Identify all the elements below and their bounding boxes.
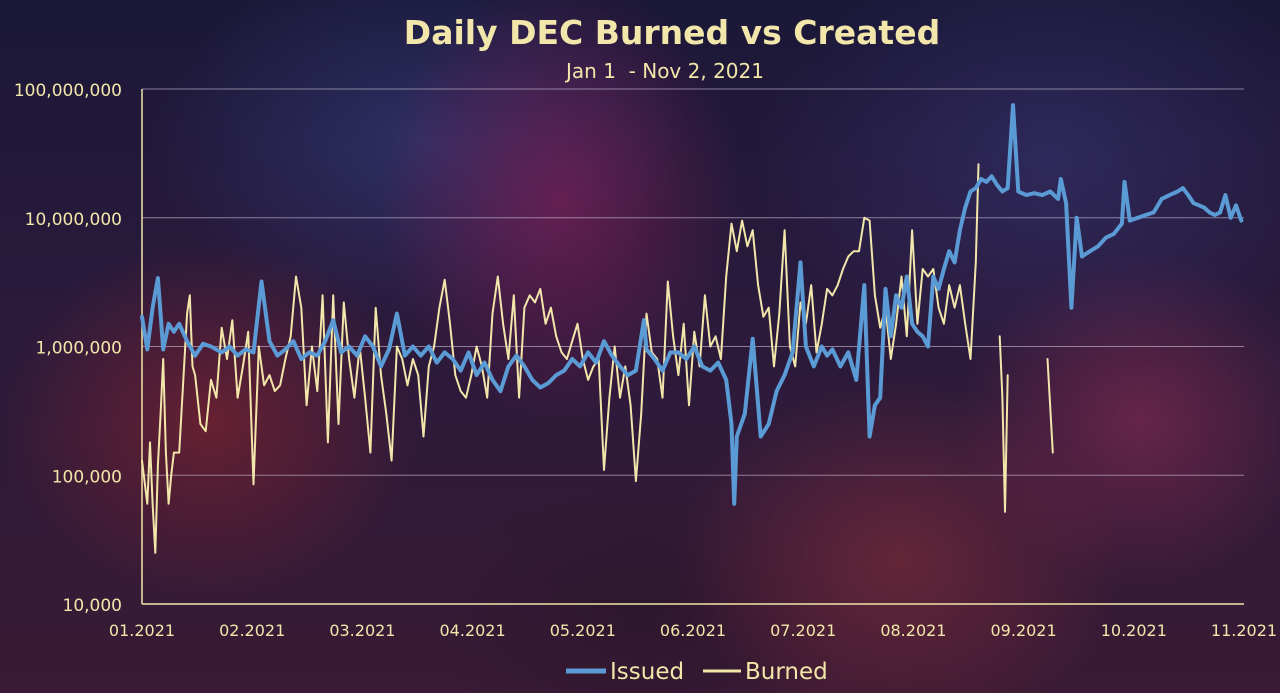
x-tick-label: 10.2021 <box>1101 621 1167 640</box>
series-line-issued <box>140 103 1244 506</box>
x-tick-label: 11.2021 <box>1211 621 1277 640</box>
y-tick-label: 100,000 <box>52 467 122 487</box>
y-tick-label: 100,000,000 <box>14 81 122 101</box>
x-tick-label: 09.2021 <box>991 621 1057 640</box>
x-tick-label: 07.2021 <box>770 621 836 640</box>
x-tick-label: 08.2021 <box>880 621 946 640</box>
series-line-burned <box>998 335 1009 513</box>
x-tick-label: 03.2021 <box>329 621 395 640</box>
legend: Issued Burned <box>566 659 828 685</box>
x-tick-label: 06.2021 <box>660 621 726 640</box>
y-tick-label: 10,000 <box>63 596 122 616</box>
x-tick-label: 01.2021 <box>109 621 175 640</box>
chart-subtitle: Jan 1 - Nov 2, 2021 <box>564 59 764 83</box>
legend-label-issued: Issued <box>610 659 684 685</box>
x-tick-label: 04.2021 <box>440 621 506 640</box>
y-tick-label: 1,000,000 <box>35 339 122 359</box>
y-tick-label: 10,000,000 <box>25 210 122 230</box>
x-axis-tick-labels: 01.2021 02.2021 03.2021 04.2021 05.2021 06.20… <box>109 621 1277 640</box>
legend-label-burned: Burned <box>745 659 828 685</box>
series-group <box>140 103 1244 554</box>
series-line-burned <box>1046 358 1054 454</box>
chart-title: Daily DEC Burned vs Created <box>404 13 940 52</box>
x-tick-label: 02.2021 <box>219 621 285 640</box>
x-tick-label: 05.2021 <box>550 621 616 640</box>
series-line-burned <box>141 163 980 554</box>
y-axis-tick-labels: 10,000 100,000 1,000,000 10,000,000 100,000,… <box>14 81 122 616</box>
